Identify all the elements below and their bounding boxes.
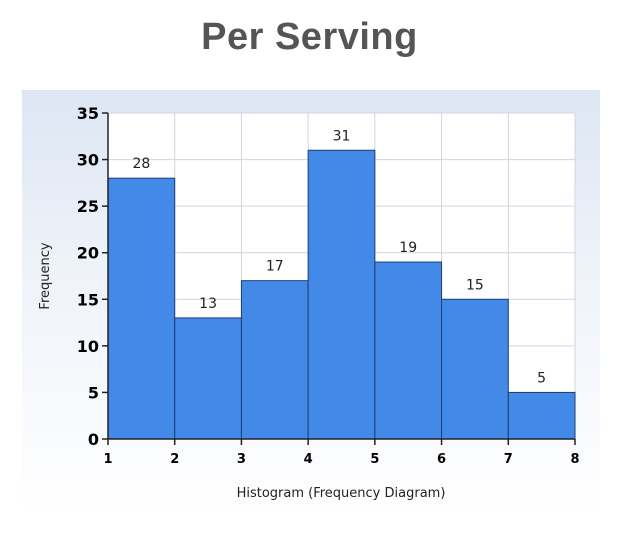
y-tick-label: 0 — [88, 430, 99, 449]
y-tick-label: 10 — [77, 337, 99, 356]
histogram-bar — [507, 391, 576, 440]
y-tick-label: 15 — [77, 290, 99, 309]
x-tick-label: 8 — [570, 452, 579, 467]
histogram-bar — [307, 149, 376, 440]
y-tick-label: 20 — [77, 244, 99, 263]
histogram-bar — [374, 261, 443, 440]
histogram-bar — [441, 298, 509, 440]
x-tick-label: 7 — [504, 452, 513, 467]
bar-data-label: 28 — [132, 156, 150, 172]
x-tick-label: 4 — [304, 452, 313, 467]
x-tick-label: 6 — [437, 452, 446, 467]
bar-data-label: 19 — [399, 240, 417, 256]
histogram-bar — [107, 177, 176, 440]
bar-data-label: 13 — [199, 296, 217, 312]
bar-data-label: 5 — [537, 370, 546, 386]
bar-data-label: 15 — [466, 277, 484, 293]
x-tick-label: 2 — [170, 452, 179, 467]
x-axis-label: Histogram (Frequency Diagram) — [237, 486, 446, 501]
bar-data-label: 31 — [333, 128, 351, 144]
histogram-bar — [240, 280, 309, 440]
x-tick-label: 5 — [370, 452, 379, 467]
x-tick-label: 1 — [103, 452, 112, 467]
x-tick-label: 3 — [237, 452, 246, 467]
page-title: Per Serving — [201, 16, 418, 58]
y-tick-label: 35 — [77, 104, 99, 123]
histogram-bar — [174, 317, 242, 440]
y-tick-label: 5 — [88, 383, 99, 402]
y-tick-label: 25 — [77, 197, 99, 216]
bar-data-label: 17 — [266, 259, 284, 275]
y-tick-label: 30 — [77, 151, 99, 170]
y-axis-label: Frequency — [38, 242, 53, 309]
